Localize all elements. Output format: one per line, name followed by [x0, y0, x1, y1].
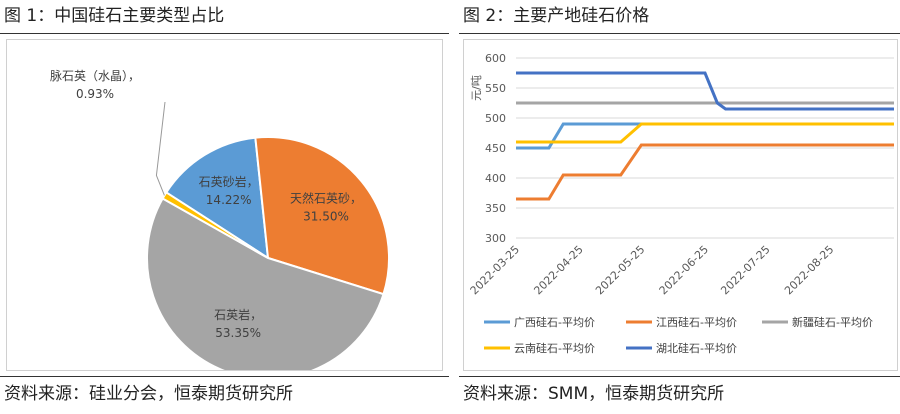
- y-tick-label-6: 600: [485, 52, 506, 65]
- pie-slice-value-2: 53.35%: [215, 326, 261, 340]
- pie-slice-value-3: 0.93%: [76, 87, 114, 101]
- pie-slice-value-1: 31.50%: [303, 209, 349, 223]
- pie-slice-2: [146, 197, 385, 380]
- left-panel: 图 1：中国硅石主要类型占比 石英砂岩， 14.22% 天然石英砂， 31.50% 石英…: [0, 0, 449, 414]
- series-line-4: [516, 71, 894, 111]
- legend-label-1: 江西硅石-平均价: [656, 316, 737, 329]
- pie-source-note: 资料来源：硅业分会，恒泰期货研究所: [4, 384, 293, 404]
- y-tick-label-2: 400: [485, 172, 506, 185]
- legend-label-0: 广西硅石-平均价: [514, 316, 595, 329]
- x-tick-label-0: 2022-03-25: [468, 243, 522, 297]
- pie-slice-name-1: 天然石英砂，: [290, 190, 362, 205]
- x-tick-label-1: 2022-04-25: [531, 243, 585, 297]
- title-divider: [0, 33, 449, 34]
- source-divider: [0, 376, 449, 377]
- x-tick-label-5: 2022-08-25: [782, 243, 836, 297]
- y-tick-label-0: 300: [485, 232, 506, 245]
- pie-slice-name-0: 石英砂岩，: [199, 174, 259, 189]
- line-source-note: 资料来源：SMM，恒泰期货研究所: [463, 384, 725, 404]
- series-line-3: [516, 122, 894, 144]
- x-tick-label-4: 2022-07-25: [718, 243, 772, 297]
- pie-slice-value-0: 14.22%: [206, 193, 252, 207]
- pie-chart: 石英砂岩， 14.22% 天然石英砂， 31.50% 石英岩， 53.35% 脉石英（水晶）…: [50, 68, 390, 380]
- y-tick-label-1: 350: [485, 202, 506, 215]
- pie-leader-line: [155, 101, 166, 196]
- line-chart-box: 300 350 400 450 500 550 600 元/吨 2022-03-25 2022-0…: [463, 39, 898, 371]
- pie-slice-name-2: 石英岩，: [214, 307, 262, 322]
- legend-label-2: 新疆硅石-平均价: [792, 315, 873, 329]
- source-divider: [459, 376, 900, 377]
- pie-slice-0: [164, 136, 270, 260]
- legend-label-4: 湖北硅石-平均价: [656, 342, 737, 355]
- x-tick-label-3: 2022-06-25: [657, 243, 711, 297]
- series-line-1: [516, 143, 894, 201]
- line-figure-title: 图 2：主要产地硅石价格: [463, 6, 650, 26]
- right-panel: 图 2：主要产地硅石价格 300 350 400 450 500 550 600 元/吨 202…: [459, 0, 900, 414]
- y-tick-label-5: 550: [485, 82, 506, 95]
- pie-slice-1: [254, 136, 390, 296]
- y-tick-label-3: 450: [485, 142, 506, 155]
- y-axis-label: 元/吨: [470, 75, 483, 101]
- legend-label-3: 云南硅石-平均价: [514, 342, 595, 355]
- x-tick-label-2: 2022-05-25: [593, 243, 647, 297]
- y-tick-label-4: 500: [485, 112, 506, 125]
- title-divider: [459, 33, 900, 34]
- pie-figure-title: 图 1：中国硅石主要类型占比: [4, 6, 225, 26]
- pie-slice-name-3: 脉石英（水晶），: [50, 68, 140, 83]
- pie-chart-box: 石英砂岩， 14.22% 天然石英砂， 31.50% 石英岩， 53.35% 脉石英（水晶）…: [6, 39, 443, 380]
